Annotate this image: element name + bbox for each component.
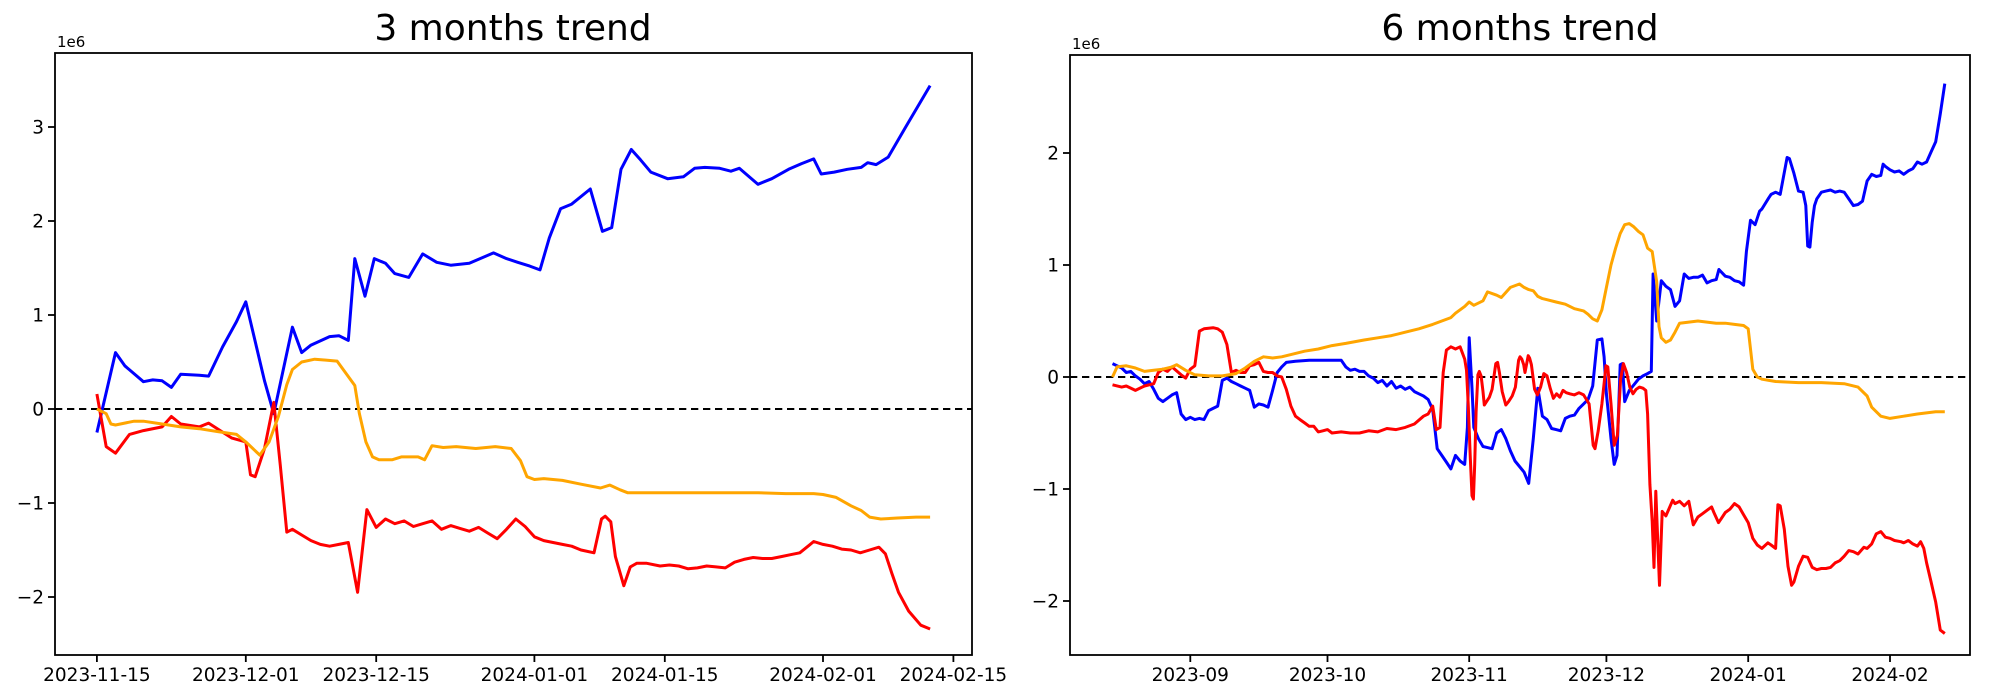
- series-line-blue: [95, 84, 932, 433]
- x-tick-label: 2024-02: [1851, 665, 1928, 686]
- y-tick-label: 2: [32, 212, 44, 233]
- x-tick-label: 2024-01: [1710, 665, 1787, 686]
- y-tick-label: 2: [1047, 144, 1059, 165]
- y-tick-label: 3: [32, 118, 44, 139]
- y-tick-label: −2: [1032, 592, 1059, 613]
- x-tick-label: 2024-01-01: [481, 665, 589, 686]
- series-line-orange: [96, 357, 931, 521]
- plot-area: 2023-09 2023-10 2023-11 2023-12 2024-01 2024-…: [1032, 54, 1971, 686]
- x-tick-label: 2023-12: [1568, 665, 1645, 686]
- series-line-blue: [1111, 83, 1947, 485]
- axes-frame: [1069, 54, 1971, 656]
- chart-6-months-trend: 6 months trend 1e6 2023-09 2023-10 2023-11…: [1032, 8, 1971, 686]
- y-tick-label: 0: [32, 400, 44, 421]
- x-tick-label: 2024-01-15: [611, 665, 719, 686]
- y-axis-offset-label: 1e6: [57, 33, 85, 51]
- x-tick-label: 2024-02-01: [769, 665, 877, 686]
- y-tick-label: 1: [32, 306, 44, 327]
- chart-title: 3 months trend: [374, 8, 651, 49]
- x-tick-label: 2023-12-15: [322, 665, 430, 686]
- y-tick-label: −1: [1032, 480, 1059, 501]
- y-tick-label: −1: [17, 494, 44, 515]
- y-axis-offset-label: 1e6: [1072, 35, 1100, 53]
- chart-3-months-trend: 3 months trend 1e6 2023-11-15 2023-12-01 2…: [17, 8, 1007, 686]
- y-tick-label: 1: [1047, 256, 1059, 277]
- axes-frame: [54, 52, 973, 656]
- x-tick-label: 2023-09: [1152, 665, 1229, 686]
- x-tick-label: 2023-11-15: [43, 665, 151, 686]
- chart-title: 6 months trend: [1381, 8, 1658, 49]
- series-line-red: [1112, 326, 1946, 635]
- y-tick-label: −2: [17, 588, 44, 609]
- x-tick-label: 2023-12-01: [192, 665, 300, 686]
- x-tick-label: 2023-10: [1289, 665, 1366, 686]
- y-tick-label: 0: [1047, 368, 1059, 389]
- x-tick-label: 2024-02-15: [900, 665, 1008, 686]
- series-line-orange: [1111, 222, 1945, 420]
- x-tick-label: 2023-11: [1431, 665, 1508, 686]
- plot-area: 2023-11-15 2023-12-01 2023-12-15 2024-01-01…: [17, 52, 1008, 686]
- series-line-red: [95, 393, 931, 631]
